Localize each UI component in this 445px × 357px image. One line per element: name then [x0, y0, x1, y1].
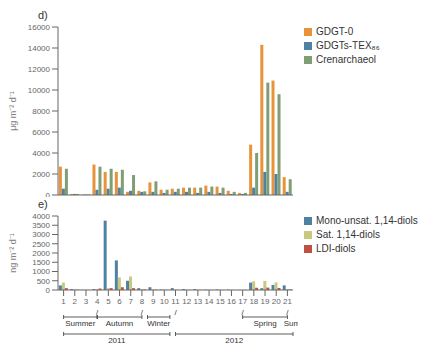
- svg-text:2000: 2000: [32, 170, 50, 179]
- svg-text:2000: 2000: [32, 249, 50, 258]
- svg-text:6: 6: [117, 297, 122, 306]
- svg-text:7: 7: [129, 297, 134, 306]
- html-text:GDGT-0: GDGT-0: [316, 26, 354, 37]
- svg-text:1000: 1000: [32, 267, 50, 276]
- svg-text:12: 12: [182, 297, 191, 306]
- svg-text:1: 1: [61, 297, 66, 306]
- svg-text:Summer: Summer: [65, 319, 96, 328]
- svg-text:0: 0: [46, 286, 51, 295]
- svg-text:9: 9: [151, 297, 156, 306]
- svg-text:21: 21: [283, 297, 292, 306]
- svg-text:Spring: Spring: [253, 319, 276, 328]
- html-text:GDGTs-TEX₈₆: GDGTs-TEX₈₆: [316, 40, 380, 51]
- svg-text:2011: 2011: [108, 336, 126, 345]
- svg-text:13: 13: [193, 297, 202, 306]
- svg-text:μg m⁻² d⁻¹: μg m⁻² d⁻¹: [8, 91, 18, 131]
- svg-text:/: /: [174, 308, 177, 317]
- svg-text:500: 500: [37, 277, 51, 286]
- svg-text:0: 0: [46, 191, 51, 197]
- svg-text:2012: 2012: [225, 336, 243, 345]
- svg-text:3500: 3500: [32, 221, 50, 230]
- svg-text:16: 16: [227, 297, 236, 306]
- svg-text:Sum.: Sum.: [284, 319, 298, 328]
- svg-text:12000: 12000: [28, 65, 51, 74]
- svg-text:11: 11: [171, 297, 180, 306]
- svg-text:3000: 3000: [32, 230, 50, 239]
- svg-text:4000: 4000: [32, 212, 50, 221]
- svg-text:17: 17: [238, 297, 247, 306]
- svg-text:10000: 10000: [28, 86, 51, 95]
- html-text:e): e): [38, 198, 48, 210]
- html-text:Sat. 1,14-diols: Sat. 1,14-diols: [316, 229, 380, 240]
- svg-text:15: 15: [216, 297, 225, 306]
- svg-text:8: 8: [140, 297, 145, 306]
- svg-text:2500: 2500: [32, 240, 50, 249]
- svg-text:6000: 6000: [32, 128, 50, 137]
- svg-text:2: 2: [73, 297, 78, 306]
- html-text:d): d): [38, 9, 48, 21]
- svg-text:14: 14: [205, 297, 214, 306]
- html-text:Mono-unsat. 1,14-diols: Mono-unsat. 1,14-diols: [316, 215, 418, 226]
- svg-text:ng m⁻² d⁻¹: ng m⁻² d⁻¹: [8, 233, 18, 273]
- svg-text:8000: 8000: [32, 107, 50, 116]
- svg-text:1500: 1500: [32, 258, 50, 267]
- svg-text:10: 10: [160, 297, 169, 306]
- svg-text:14000: 14000: [28, 44, 51, 53]
- svg-text:20: 20: [272, 297, 281, 306]
- svg-text:5: 5: [106, 297, 111, 306]
- svg-text:19: 19: [261, 297, 270, 306]
- svg-text:Winter: Winter: [147, 319, 170, 328]
- svg-text:4000: 4000: [32, 149, 50, 158]
- html-text:LDI-diols: LDI-diols: [316, 243, 356, 254]
- html-text:Crenarchaeol: Crenarchaeol: [316, 54, 376, 65]
- svg-text:16000: 16000: [28, 23, 51, 32]
- svg-text:Autumn: Autumn: [106, 319, 134, 328]
- svg-text:3: 3: [84, 297, 89, 306]
- svg-text:18: 18: [249, 297, 258, 306]
- svg-text:4: 4: [95, 297, 100, 306]
